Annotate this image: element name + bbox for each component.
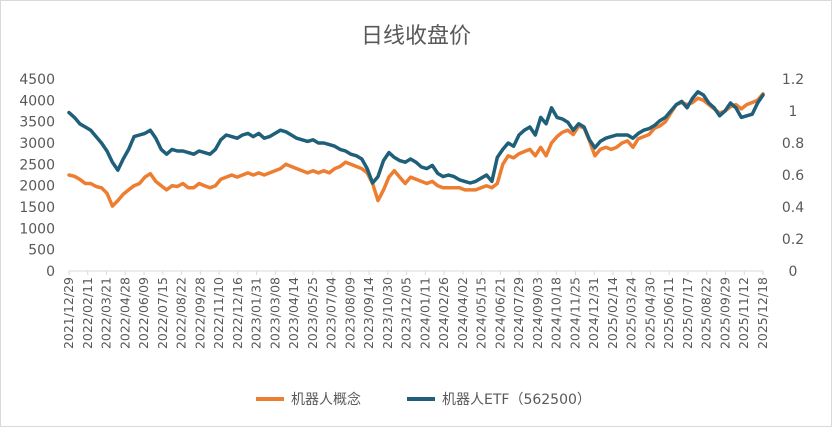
x-tick-label: 2023/07/04 [324,277,339,349]
x-tick-label: 2023/09/14 [361,277,376,349]
x-tick-label: 2022/06/09 [136,277,151,349]
x-tick-label: 2024/10/18 [549,277,564,349]
x-tick-label: 2022/02/11 [80,277,95,349]
left-tick-label: 2500 [19,157,55,173]
x-tick-label: 2025/11/12 [736,277,751,349]
left-tick-label: 500 [28,243,55,259]
right-tick-label: 1 [789,104,798,120]
x-tick-label: 2024/11/25 [567,277,582,349]
left-y-axis: 0 500 1000 1500 2000 2500 3000 3500 4000 4500 [19,72,55,280]
x-tick-label: 2023/10/30 [380,277,395,349]
series-line-robot-etf [67,90,765,185]
series-layer [67,90,765,208]
left-tick-label: 2000 [19,179,55,195]
left-tick-label: 1000 [19,221,55,237]
x-tick-label: 2023/01/31 [249,277,264,349]
right-y-axis: 0 0.2 0.4 0.6 0.8 1 1.2 [782,72,804,280]
x-tick-label: 2024/09/03 [530,277,545,349]
x-tick-label: 2024/12/31 [586,277,601,349]
right-tick-label: 0.2 [782,232,804,248]
x-tick-label: 2021/12/29 [61,277,76,349]
x-tick-label: 2025/07/17 [680,277,695,349]
x-tick-label: 2024/04/02 [455,277,470,349]
x-tick-label: 2025/09/29 [717,277,732,349]
x-tick-label: 2022/09/28 [192,277,207,349]
left-tick-label: 3500 [19,115,55,131]
x-tick-label: 2022/12/16 [230,277,245,349]
x-tick-label: 2024/07/29 [511,277,526,349]
left-tick-label: 4500 [19,72,55,88]
x-tick-label: 2023/12/05 [399,277,414,349]
x-tick-label: 2025/12/18 [755,277,770,349]
left-tick-label: 0 [46,264,55,280]
x-tick-label: 2025/08/22 [699,277,714,349]
left-tick-label: 3000 [19,136,55,152]
left-tick-label: 1500 [19,200,55,216]
right-tick-label: 0 [789,264,798,280]
x-tick-label: 2023/05/25 [305,277,320,349]
right-tick-label: 0.8 [782,136,804,152]
left-tick-label: 4000 [19,93,55,109]
x-tick-label: 2025/04/30 [642,277,657,349]
right-tick-label: 0.4 [782,200,804,216]
right-tick-label: 0.6 [782,168,804,184]
x-tick-label: 2022/07/15 [155,277,170,349]
series-line-robot-concept [67,92,765,208]
x-tick-label: 2024/01/11 [417,277,432,349]
x-axis: 2021/12/29 2022/02/11 2022/03/21 2022/04/28… [61,271,770,349]
x-tick-label: 2022/03/21 [99,277,114,349]
x-tick-label: 2023/04/14 [286,277,301,349]
x-tick-label: 2025/06/11 [661,277,676,349]
x-tick-label: 2022/11/10 [211,277,226,349]
x-tick-label: 2024/02/26 [436,277,451,349]
x-tick-label: 2024/06/21 [492,277,507,349]
legend-label: 机器人概念 [291,391,361,408]
x-tick-label: 2025/02/14 [605,277,620,349]
x-tick-label: 2023/03/08 [267,277,282,349]
chart-title: 日线收盘价 [361,24,471,49]
x-tick-label: 2024/05/15 [474,277,489,349]
x-tick-label: 2022/04/28 [117,277,132,349]
legend: 机器人概念 机器人ETF（562500） [256,391,591,408]
right-tick-label: 1.2 [782,72,804,88]
x-tick-label: 2023/08/09 [342,277,357,349]
x-tick-label: 2022/08/22 [174,277,189,349]
legend-label: 机器人ETF（562500） [442,392,591,408]
x-tick-label: 2025/03/24 [624,277,639,349]
